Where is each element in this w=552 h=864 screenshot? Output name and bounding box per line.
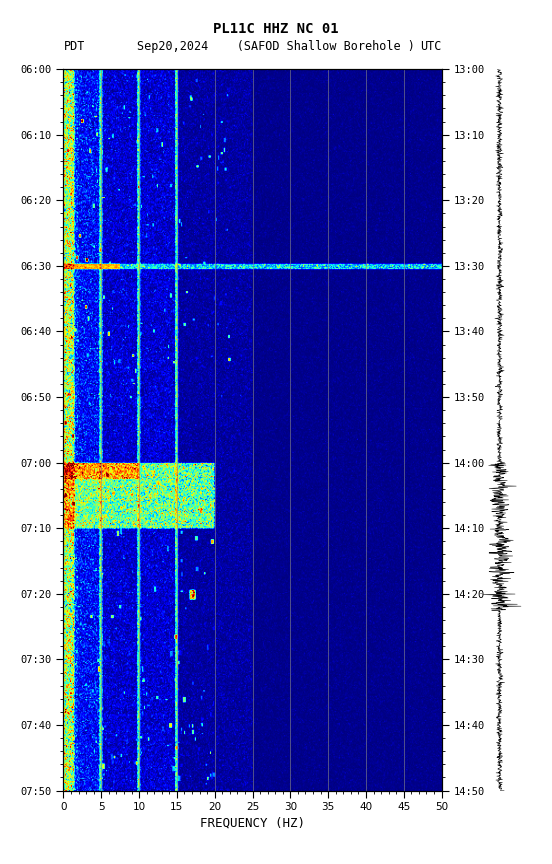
Text: PDT: PDT (63, 40, 85, 53)
Text: PL11C HHZ NC 01: PL11C HHZ NC 01 (213, 22, 339, 35)
X-axis label: FREQUENCY (HZ): FREQUENCY (HZ) (200, 816, 305, 829)
Text: UTC: UTC (420, 40, 442, 53)
Text: Sep20,2024    (SAFOD Shallow Borehole ): Sep20,2024 (SAFOD Shallow Borehole ) (137, 40, 415, 53)
